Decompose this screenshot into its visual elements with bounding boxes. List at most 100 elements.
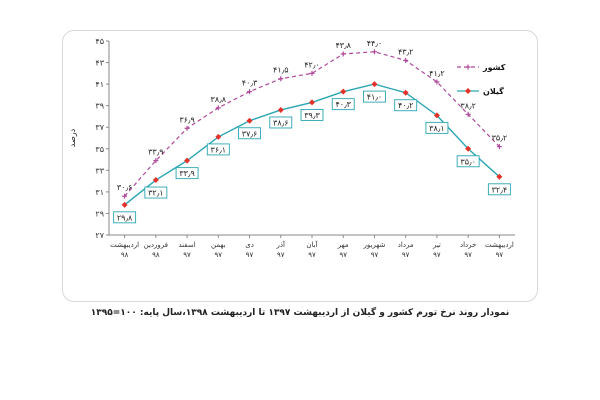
x-tick-label-year: ۹۸ xyxy=(121,251,129,259)
data-label: ۳۳٫۹ xyxy=(148,148,164,157)
data-point xyxy=(277,106,284,113)
data-point xyxy=(403,57,409,63)
data-label: ۴۳٫۸ xyxy=(335,41,351,50)
x-tick-label-year: ۹۷ xyxy=(308,251,316,259)
data-label-box xyxy=(175,167,199,180)
x-tick-label-year: ۹۷ xyxy=(433,251,441,259)
data-point xyxy=(402,89,409,96)
chart-caption: نمودار روند نرخ تورم کشور و گیلان از ارد… xyxy=(90,308,510,318)
legend-label: گیلان xyxy=(483,86,504,96)
x-tick-label-year: ۹۷ xyxy=(215,251,223,259)
data-label-box xyxy=(206,143,230,156)
data-point xyxy=(340,88,347,95)
data-point xyxy=(121,201,128,208)
x-tick-label-month: اردیبهشت xyxy=(110,241,139,249)
y-tick-label: ۴۳ xyxy=(95,59,104,68)
x-tick-label-year: ۹۷ xyxy=(339,251,347,259)
data-point xyxy=(215,133,222,140)
x-tick-label-month: بهمن xyxy=(211,241,226,249)
x-tick-label-month: آبان xyxy=(306,240,318,249)
data-label-box xyxy=(394,99,418,112)
data-point xyxy=(152,177,159,184)
data-label-box xyxy=(269,116,293,129)
y-axis-label: درصد xyxy=(68,128,77,147)
legend-item: کشور xyxy=(457,63,506,72)
y-tick-label: ۲۹ xyxy=(95,209,104,218)
x-tick-label-month: شهریور xyxy=(363,241,386,249)
data-point xyxy=(153,158,159,164)
inflation-line-chart: درصد ۲۷ ۲۹ ۳۱ ۳۳ ۳۵ ۳۷ ۳۹ ۴۱ ۴۳ ۴۵ اردیبهشت ۹۸ فرور… xyxy=(68,37,515,259)
data-label: ۳۸٫۸ xyxy=(211,95,227,104)
data-point xyxy=(215,105,221,111)
data-point xyxy=(433,112,440,119)
data-label: ۳۶٫۱ xyxy=(211,145,227,154)
data-label: ۳۹٫۳ xyxy=(304,111,320,120)
data-label: ۴۰٫۲ xyxy=(398,101,414,110)
x-tick-label-year: ۹۸ xyxy=(152,251,160,259)
data-point xyxy=(371,81,378,88)
data-label: ۳۳٫۹ xyxy=(179,169,195,178)
x-tick-label-month: اسفند xyxy=(179,241,196,249)
x-tick-label-year: ۹۷ xyxy=(246,251,254,259)
data-label: ۴۱٫۲ xyxy=(429,69,445,78)
y-ticks: ۲۷ ۲۹ ۳۱ ۳۳ ۳۵ ۳۷ ۳۹ ۴۱ ۴۳ ۴۵ xyxy=(95,37,109,240)
y-tick-label: ۳۳ xyxy=(95,166,104,175)
data-label: ۳۲٫۱ xyxy=(148,189,164,198)
data-point xyxy=(184,157,191,164)
x-tick-label-year: ۹۷ xyxy=(277,251,285,259)
data-point xyxy=(309,70,315,76)
data-point xyxy=(496,173,503,180)
data-label-box xyxy=(300,108,324,121)
data-point xyxy=(278,76,284,82)
x-tick-label-month: اردیبهشت xyxy=(485,241,514,249)
data-point xyxy=(309,99,315,106)
series-gilan: ۲۹٫۸ ۳۲٫۱ ۳۳٫۹ ۳۶٫۱ ۳۷٫۶ ۳۸٫۶ ۳۹٫۳ ۴۰٫۳ ۴۱٫۰ ۴۰٫۲… xyxy=(113,81,511,224)
data-point xyxy=(465,111,471,117)
x-tick-label-year: ۹۷ xyxy=(464,251,472,259)
x-tick-label-year: ۹۷ xyxy=(496,251,504,259)
series-layer: ۳۰٫۶ ۳۳٫۹ ۳۶٫۹ ۳۸٫۸ ۴۰٫۳ ۴۱٫۵ ۴۲٫۰ ۴۳٫۸ ۴۴٫۰ ۴۳٫۲… xyxy=(113,39,511,224)
x-tick-label-month: خرداد xyxy=(460,241,476,249)
data-point xyxy=(246,117,253,124)
data-label: ۳۸٫۱ xyxy=(429,124,445,133)
x-tick-label-month: مرداد xyxy=(398,241,414,249)
y-tick-label: ۴۱ xyxy=(95,80,104,89)
data-point xyxy=(340,51,346,57)
data-label-box xyxy=(456,155,480,168)
x-tick-label-month: فروردین xyxy=(144,241,168,249)
data-label: ۴۰٫۳ xyxy=(242,79,258,88)
data-point xyxy=(371,49,377,55)
x-tick-label-year: ۹۷ xyxy=(183,251,191,259)
data-label-box xyxy=(144,186,168,199)
data-label: ۴۰٫۳ xyxy=(335,100,351,109)
x-tick-label-month: آذر xyxy=(276,240,286,249)
data-label: ۳۶٫۹ xyxy=(179,115,195,124)
y-tick-label: ۴۵ xyxy=(95,37,104,46)
y-tick-label: ۲۷ xyxy=(95,231,104,240)
data-label: ۳۵٫۰ xyxy=(460,157,476,166)
data-label: ۴۲٫۰ xyxy=(304,60,320,69)
data-point xyxy=(465,145,472,152)
data-label-box xyxy=(238,127,261,140)
data-label: ۳۷٫۶ xyxy=(242,129,257,138)
data-label: ۳۵٫۲ xyxy=(492,134,508,143)
data-point xyxy=(247,89,253,95)
data-label: ۳۸٫۶ xyxy=(273,118,289,127)
data-label: ۳۲٫۴ xyxy=(492,185,508,194)
data-label: ۳۰٫۶ xyxy=(117,183,133,192)
data-label-box xyxy=(363,90,386,103)
data-point xyxy=(434,79,440,85)
y-tick-label: ۳۷ xyxy=(95,123,104,132)
y-tick-label: ۳۹ xyxy=(95,102,104,111)
chart-frame: درصد ۲۷ ۲۹ ۳۱ ۳۳ ۳۵ ۳۷ ۳۹ ۴۱ ۴۳ ۴۵ اردیبهشت ۹۸ فرور… xyxy=(62,30,538,302)
data-label-box xyxy=(331,98,355,111)
legend-item: گیلان xyxy=(457,86,504,96)
y-tick-label: ۳۱ xyxy=(95,188,104,197)
data-label: ۴۴٫۰ xyxy=(367,39,383,48)
data-point xyxy=(496,144,502,150)
x-ticks: اردیبهشت ۹۸ فروردین ۹۸ اسفند ۹۷ بهمن ۹۷ دی ۹۷ آذر ۹… xyxy=(110,235,514,259)
x-tick-label-year: ۹۷ xyxy=(371,251,379,259)
data-label: ۲۹٫۸ xyxy=(117,213,133,222)
data-point xyxy=(184,125,190,131)
data-label: ۴۱٫۵ xyxy=(273,66,289,75)
